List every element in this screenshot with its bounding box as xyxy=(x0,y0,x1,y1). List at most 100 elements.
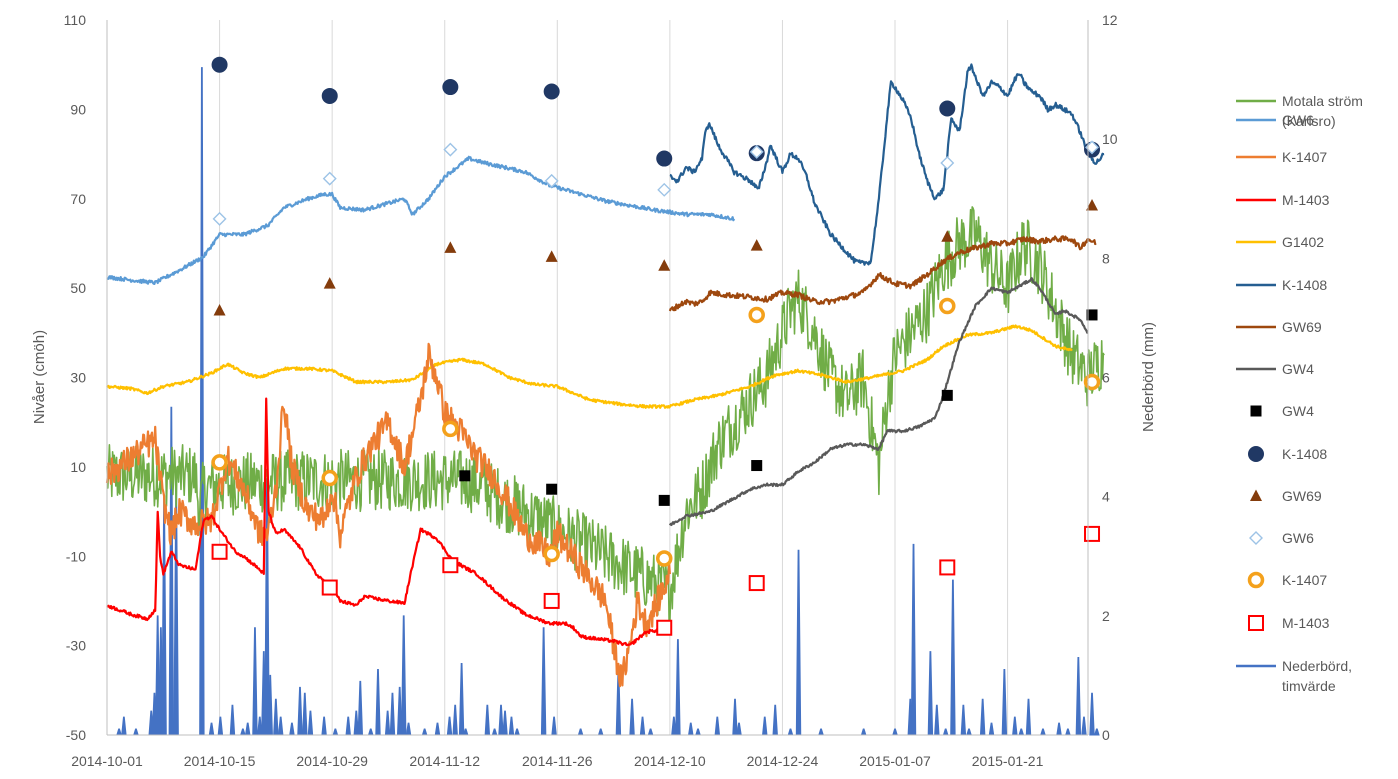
precip-spike-56 xyxy=(629,698,635,736)
line-k-1408 xyxy=(669,63,1105,266)
precip-spike-0 xyxy=(116,728,122,736)
precip-spike-41 xyxy=(446,716,453,736)
precip-spike-31 xyxy=(357,680,364,736)
legend-item-1: GW6 xyxy=(1236,112,1314,128)
legend-item-1-label: GW6 xyxy=(1282,112,1314,128)
legend-item-13-label: M-1403 xyxy=(1282,615,1330,631)
precip-spike-54 xyxy=(597,728,604,736)
marker-ring-k-1407-5 xyxy=(748,306,765,324)
precip-spike-79 xyxy=(960,704,967,736)
marker-opensquare-m-1403-2 xyxy=(442,557,459,574)
y-axis-right-label: Nederbörd (mm) xyxy=(1140,322,1157,432)
precip-spike-60 xyxy=(675,639,681,736)
x-tick-label-6: 2014-12-24 xyxy=(747,753,819,769)
legend: Motala ström(Karlsro)GW6K-1407M-1403G140… xyxy=(1236,93,1363,694)
marker-diamond-gw6-0 xyxy=(212,211,227,226)
precip-spike-27 xyxy=(321,716,327,736)
precip-spike-14 xyxy=(240,728,246,736)
y-right-tick-label-5: 10 xyxy=(1102,131,1118,147)
precip-spike-29 xyxy=(345,716,351,736)
x-tick-label-7: 2015-01-07 xyxy=(859,753,931,769)
legend-item-5: K-1408 xyxy=(1236,277,1327,293)
y-right-tick-label-2: 4 xyxy=(1102,489,1110,505)
precip-spike-70 xyxy=(818,728,824,736)
legend-item-2-label: K-1407 xyxy=(1282,149,1327,165)
legend-item-9-swatch xyxy=(1248,446,1264,462)
x-tick-label-8: 2015-01-21 xyxy=(972,753,1044,769)
precip-spike-45 xyxy=(484,704,491,736)
marker-opensquare-m-1403-5 xyxy=(748,575,765,592)
precip-spike-75 xyxy=(927,651,934,736)
precip-spike-23 xyxy=(289,722,295,736)
precip-spike-28 xyxy=(332,728,339,736)
marker-diamond-gw6-6 xyxy=(940,156,955,170)
marker-ring-k-1407-3 xyxy=(543,545,560,563)
marker-ring-k-1407-0 xyxy=(211,454,228,471)
legend-item-4: G1402 xyxy=(1236,234,1324,250)
marker-opensquare-m-1403-4 xyxy=(656,619,673,636)
precip-spike-82 xyxy=(988,722,995,736)
marker-ring-k-1407-7 xyxy=(1083,373,1101,391)
marker-ring-k-1407-1 xyxy=(321,469,338,487)
y-right-tick-label-1: 2 xyxy=(1102,608,1110,624)
precip-spike-92 xyxy=(1089,692,1095,736)
line-g1402 xyxy=(106,324,1073,409)
precip-spike-52 xyxy=(551,716,557,736)
marker-diamond-gw6-4 xyxy=(657,182,672,197)
precip-spike-58 xyxy=(647,728,654,736)
y-right-tick-label-6: 12 xyxy=(1102,12,1118,28)
legend-item-14-label-line2: timvärde xyxy=(1282,678,1336,694)
y-left-tick-label-0: -50 xyxy=(66,727,86,743)
precip-spike-7 xyxy=(161,496,167,736)
precip-spike-22 xyxy=(277,716,284,736)
marker-diamond-gw6-3 xyxy=(544,173,559,188)
marker-ring-k-1407-4 xyxy=(655,550,673,567)
precip-spike-15 xyxy=(244,722,251,736)
marker-triangle-gw69-4 xyxy=(658,259,671,271)
marker-opensquare-m-1403-3 xyxy=(543,592,560,609)
vertical-gridlines xyxy=(219,20,1009,735)
series-lines xyxy=(105,63,1105,688)
y-right-tick-labels: 0 2 4 6 8 10 12 xyxy=(1102,12,1118,743)
precip-spike-65 xyxy=(736,722,742,736)
y-left-tick-label-4: 30 xyxy=(70,370,86,386)
legend-item-12-label: K-1407 xyxy=(1282,572,1327,588)
precip-spike-93 xyxy=(1093,728,1100,736)
precip-spike-33 xyxy=(375,668,381,736)
legend-item-8-label: GW4 xyxy=(1282,403,1314,419)
y-left-tick-label-1: -30 xyxy=(66,638,86,654)
marker-opensquare-m-1403-6 xyxy=(939,559,956,576)
precip-spike-39 xyxy=(421,728,428,736)
marker-circle-k-1408-2 xyxy=(442,79,459,96)
line-gw4 xyxy=(668,277,1089,527)
y-left-tick-label-7: 90 xyxy=(70,101,86,117)
legend-item-9-label: K-1408 xyxy=(1282,446,1327,462)
legend-item-9: K-1408 xyxy=(1248,446,1327,462)
precip-spike-91 xyxy=(1081,716,1087,736)
legend-item-2: K-1407 xyxy=(1236,149,1327,165)
precip-spike-24 xyxy=(297,686,303,736)
precip-spike-32 xyxy=(367,728,374,736)
precip-spike-78 xyxy=(950,579,956,736)
precip-spike-57 xyxy=(639,716,646,736)
marker-opensquare-m-1403-1 xyxy=(321,579,338,596)
marker-diamond-gw6-1 xyxy=(322,171,337,186)
legend-item-0: Motala ström (Karlsro) xyxy=(1236,93,1363,129)
precip-spike-12 xyxy=(217,716,224,736)
precip-spike-63 xyxy=(714,716,721,736)
marker-triangle-gw69-5 xyxy=(750,239,763,251)
marker-square-gw4-4 xyxy=(941,389,953,401)
line-gw6 xyxy=(106,155,736,285)
marker-ring-k-1407-6 xyxy=(939,297,956,315)
x-tick-label-0: 2014-10-01 xyxy=(71,753,143,769)
precip-spike-53 xyxy=(577,728,584,736)
precip-spike-66 xyxy=(761,716,768,736)
legend-item-0-label-line2: (Karlsro) xyxy=(1282,113,1336,129)
precip-spike-85 xyxy=(1018,728,1025,736)
y-left-tick-label-3: 10 xyxy=(70,459,86,475)
precip-spike-46 xyxy=(491,728,498,736)
precip-spike-25 xyxy=(302,692,308,736)
legend-item-11-label: GW6 xyxy=(1282,530,1314,546)
legend-item-6: GW69 xyxy=(1236,319,1322,335)
